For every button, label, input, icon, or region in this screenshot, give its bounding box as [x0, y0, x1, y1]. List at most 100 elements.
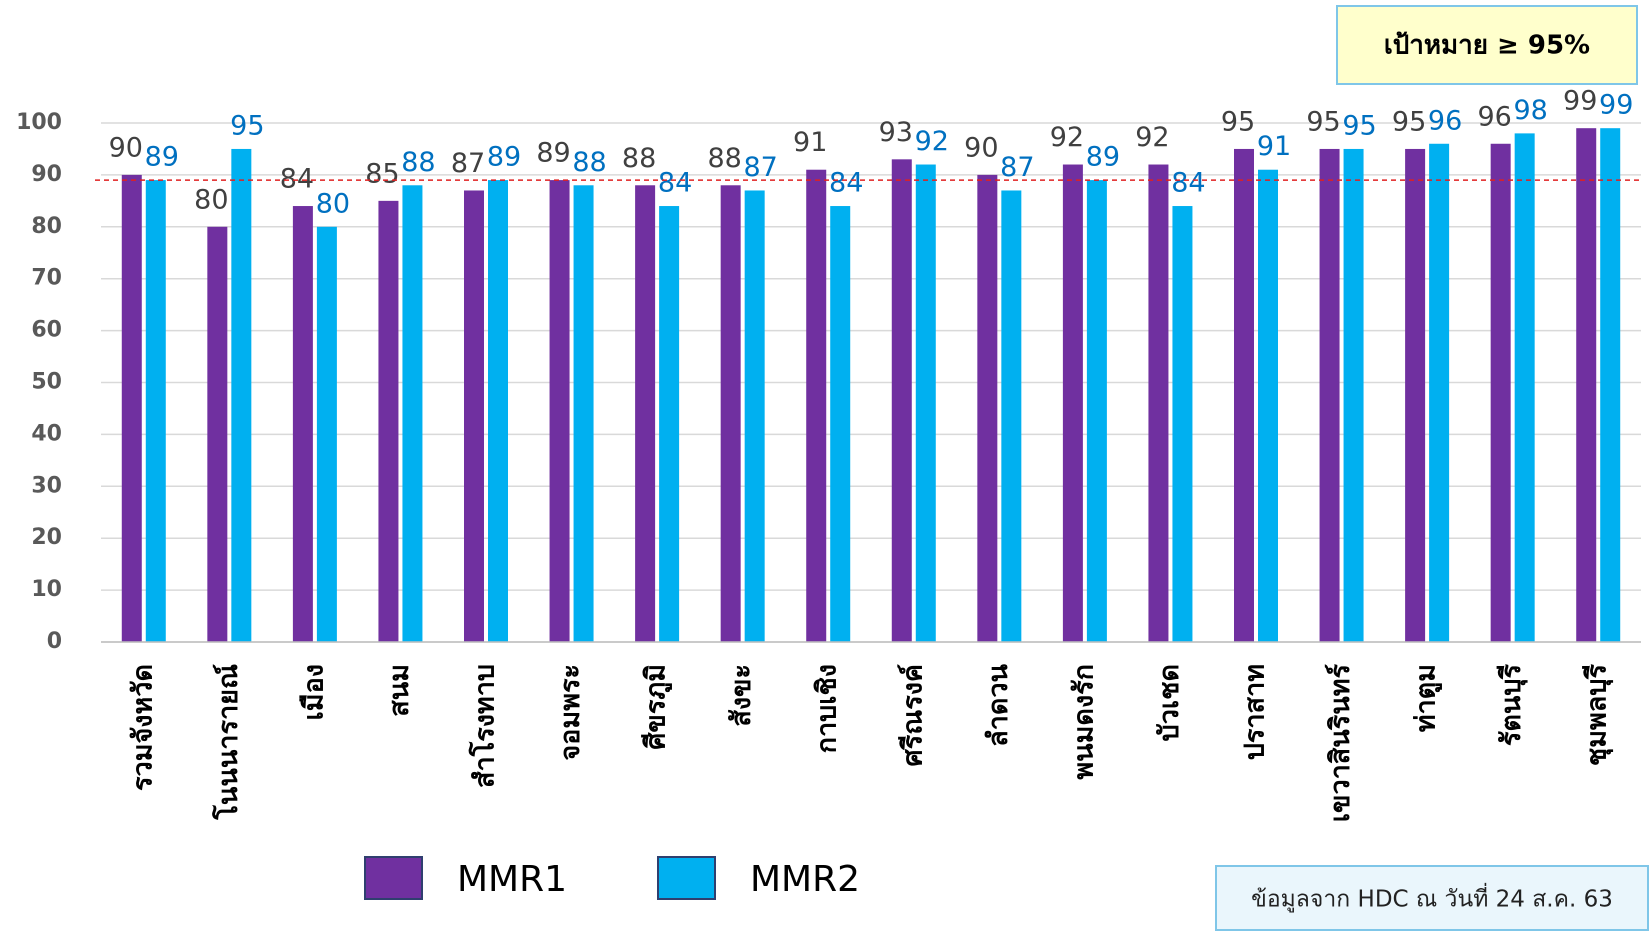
x-tick-label: เมือง — [298, 664, 329, 720]
x-tick-label: ศีขรภูมิ — [641, 664, 673, 750]
y-tick-label: 90 — [31, 162, 62, 187]
value-label: 95 — [1392, 106, 1426, 137]
value-label: 87 — [743, 152, 777, 183]
bar — [207, 226, 228, 643]
bar — [1514, 133, 1535, 642]
value-label: 84 — [280, 164, 314, 195]
y-tick-label: 70 — [31, 266, 62, 291]
legend-label: MMR1 — [457, 859, 567, 900]
value-label: 95 — [230, 110, 264, 141]
value-label: 80 — [316, 188, 350, 219]
bar — [1001, 190, 1022, 642]
x-tick-label: จอมพระ — [555, 664, 586, 761]
value-label: 89 — [1086, 142, 1120, 173]
bar — [121, 174, 142, 642]
y-tick-label: 0 — [47, 629, 62, 654]
bar — [720, 185, 741, 642]
x-tick-label: สำโรงทาบ — [468, 664, 501, 788]
value-label: 88 — [707, 143, 741, 174]
source-box — [1215, 865, 1649, 931]
bar — [1172, 206, 1193, 643]
bar — [915, 164, 936, 642]
value-label: 90 — [109, 132, 143, 163]
legend-swatch — [364, 856, 423, 900]
legend-swatch — [657, 856, 716, 900]
bar — [806, 169, 827, 642]
value-label: 98 — [1513, 95, 1547, 126]
x-tick-label: ปราสาท — [1240, 664, 1271, 760]
value-label: 99 — [1563, 86, 1597, 117]
bar — [1234, 148, 1254, 642]
x-tick-label: ลำดวน — [983, 663, 1014, 746]
value-label: 99 — [1599, 90, 1633, 121]
x-tick-label: โนนนารายณ์ — [211, 664, 244, 821]
x-tick-label: ชุมพลบุรี — [1582, 664, 1614, 767]
bar — [1600, 128, 1621, 642]
value-label: 90 — [964, 132, 998, 163]
source-note: ข้อมูลจาก HDC ณ วันที่ 24 ส.ค. 63 — [1251, 883, 1613, 913]
x-tick-label: เขวาสินรินทร์ — [1324, 664, 1356, 823]
x-tick-label: บัวเชด — [1154, 664, 1185, 741]
bar — [1148, 164, 1169, 642]
x-tick-label: กาบเชิง — [812, 664, 843, 753]
value-label: 85 — [365, 158, 399, 189]
y-tick-label: 100 — [16, 110, 62, 135]
bar — [464, 190, 484, 642]
value-label: 88 — [572, 147, 606, 178]
x-tick-label: สนม — [384, 664, 415, 717]
bar — [744, 190, 765, 642]
bar — [1576, 128, 1597, 642]
bar — [635, 185, 656, 642]
y-tick-label: 30 — [31, 473, 62, 498]
x-tick-label: สังขะ — [726, 664, 757, 727]
value-label: 95 — [1221, 106, 1255, 137]
value-label: 88 — [622, 143, 656, 174]
value-label: 96 — [1428, 105, 1462, 136]
target-box — [1336, 5, 1638, 85]
value-label: 84 — [1171, 168, 1205, 199]
x-tick-label: รวมจังหวัด — [127, 664, 158, 791]
bar — [488, 180, 508, 642]
y-tick-label: 20 — [31, 525, 62, 550]
bar — [1062, 164, 1083, 642]
value-label: 89 — [145, 142, 179, 173]
bar — [1086, 180, 1107, 642]
legend-label: MMR2 — [750, 859, 860, 900]
target-note: เป้าหมาย ≥ 95% — [1384, 31, 1590, 61]
value-label: 96 — [1477, 101, 1511, 132]
value-label: 84 — [829, 168, 863, 199]
bar — [231, 148, 252, 642]
bar — [1429, 143, 1450, 642]
y-tick-label: 80 — [31, 214, 62, 239]
value-label: 80 — [194, 184, 228, 215]
bar — [1490, 143, 1511, 642]
bar — [1258, 169, 1278, 642]
value-label: 92 — [915, 126, 949, 157]
bar — [977, 174, 998, 642]
value-label: 92 — [1050, 122, 1084, 153]
bar — [402, 185, 423, 642]
value-label: 92 — [1135, 122, 1169, 153]
value-label: 95 — [1342, 110, 1376, 141]
y-tick-label: 60 — [31, 318, 62, 343]
bar — [573, 185, 594, 642]
bar — [659, 206, 680, 643]
bar — [830, 206, 851, 643]
value-label: 84 — [658, 168, 692, 199]
bar — [1343, 148, 1364, 642]
y-tick-label: 50 — [31, 370, 62, 395]
y-tick-label: 40 — [31, 421, 62, 446]
value-label: 93 — [879, 117, 913, 148]
x-tick-label: ท่าตูม — [1411, 664, 1443, 732]
value-label: 88 — [401, 147, 435, 178]
value-label: 91 — [1257, 131, 1291, 162]
bar — [316, 226, 337, 643]
x-tick-label: พนมดงรัก — [1068, 664, 1099, 780]
y-tick-label: 10 — [31, 577, 62, 602]
value-label: 87 — [1000, 152, 1034, 183]
value-label: 87 — [451, 148, 485, 179]
bar — [1319, 148, 1340, 642]
x-tick-label: รัตนบุรี — [1496, 664, 1528, 747]
bar — [891, 159, 912, 642]
